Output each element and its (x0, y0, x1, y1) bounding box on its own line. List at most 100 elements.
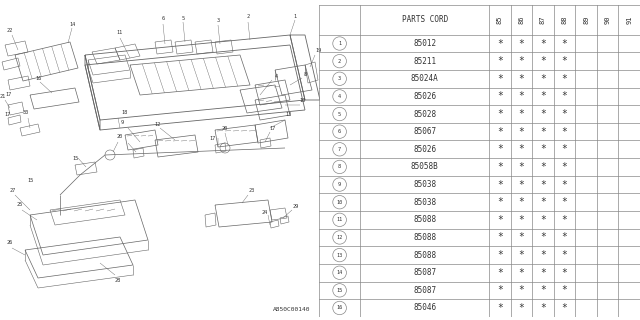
Text: 25: 25 (17, 203, 23, 207)
Text: 16: 16 (337, 306, 343, 310)
Text: 30: 30 (23, 110, 29, 116)
Text: *: * (561, 162, 568, 172)
Text: 7: 7 (338, 147, 341, 152)
Text: 10: 10 (337, 200, 343, 205)
Text: *: * (518, 285, 524, 295)
Text: 1: 1 (338, 41, 341, 46)
Text: 90: 90 (605, 15, 611, 24)
Text: 87: 87 (540, 15, 546, 24)
Text: 85012: 85012 (413, 39, 436, 48)
Text: *: * (518, 215, 524, 225)
Text: 85038: 85038 (413, 180, 436, 189)
Text: 85087: 85087 (413, 268, 436, 277)
Text: 12: 12 (337, 235, 343, 240)
Text: 88: 88 (561, 15, 568, 24)
Text: 14: 14 (69, 21, 75, 27)
Text: *: * (561, 56, 568, 66)
Text: 23: 23 (249, 188, 255, 193)
Text: 11: 11 (337, 217, 343, 222)
Text: *: * (540, 56, 546, 66)
Text: *: * (497, 109, 503, 119)
Text: *: * (497, 180, 503, 189)
Text: *: * (518, 268, 524, 278)
Text: *: * (540, 144, 546, 154)
Text: *: * (497, 56, 503, 66)
Text: 85088: 85088 (413, 251, 436, 260)
Text: *: * (518, 250, 524, 260)
Text: *: * (540, 74, 546, 84)
Text: 27: 27 (10, 188, 16, 193)
Text: *: * (518, 303, 524, 313)
Text: *: * (497, 144, 503, 154)
Text: *: * (561, 144, 568, 154)
Text: 13: 13 (285, 113, 291, 117)
Text: 28: 28 (115, 277, 121, 283)
Text: 2: 2 (246, 14, 250, 20)
Text: 86: 86 (518, 15, 524, 24)
Text: 24: 24 (262, 210, 268, 214)
Text: *: * (540, 215, 546, 225)
Text: 16: 16 (35, 76, 41, 81)
Text: 11: 11 (116, 30, 122, 36)
Text: 12: 12 (154, 122, 160, 126)
Text: 17: 17 (4, 111, 10, 116)
Text: 18: 18 (121, 110, 127, 116)
Text: *: * (518, 127, 524, 137)
Text: 85: 85 (497, 15, 503, 24)
Text: 22: 22 (7, 28, 13, 33)
Text: 85024A: 85024A (411, 74, 438, 83)
Text: *: * (540, 127, 546, 137)
Text: 19: 19 (315, 47, 321, 52)
Text: *: * (561, 127, 568, 137)
Text: *: * (561, 180, 568, 189)
Text: A850C00140: A850C00140 (273, 307, 310, 312)
Text: *: * (518, 197, 524, 207)
Text: 85058B: 85058B (411, 163, 438, 172)
Text: 85211: 85211 (413, 57, 436, 66)
Text: *: * (540, 109, 546, 119)
Text: 6: 6 (161, 17, 164, 21)
Text: 2: 2 (338, 59, 341, 64)
Text: 3: 3 (338, 76, 341, 81)
Text: *: * (497, 268, 503, 278)
Text: 85067: 85067 (413, 127, 436, 136)
Text: *: * (497, 92, 503, 101)
Text: *: * (540, 232, 546, 243)
Text: *: * (518, 180, 524, 189)
Text: *: * (518, 109, 524, 119)
Text: *: * (497, 38, 503, 49)
Text: 15: 15 (337, 288, 343, 293)
Text: *: * (518, 56, 524, 66)
Text: 21: 21 (0, 93, 6, 99)
Text: 9: 9 (338, 182, 341, 187)
Text: *: * (540, 92, 546, 101)
Text: *: * (561, 232, 568, 243)
Text: *: * (561, 92, 568, 101)
Text: *: * (561, 303, 568, 313)
Text: *: * (497, 74, 503, 84)
Text: *: * (518, 38, 524, 49)
Text: *: * (518, 74, 524, 84)
Text: 85046: 85046 (413, 303, 436, 313)
Text: 17: 17 (269, 125, 275, 131)
Text: *: * (518, 92, 524, 101)
Text: *: * (540, 285, 546, 295)
Text: 1: 1 (293, 13, 296, 19)
Text: *: * (497, 215, 503, 225)
Text: 15: 15 (72, 156, 78, 161)
Text: *: * (561, 38, 568, 49)
Text: 9: 9 (120, 119, 124, 124)
Text: PARTS CORD: PARTS CORD (402, 15, 448, 24)
Text: 85026: 85026 (413, 92, 436, 101)
Text: 4: 4 (338, 94, 341, 99)
Text: 15: 15 (27, 178, 33, 182)
Text: *: * (497, 127, 503, 137)
Text: 26: 26 (7, 241, 13, 245)
Text: 85088: 85088 (413, 215, 436, 224)
Text: 10: 10 (299, 98, 305, 102)
Text: 6: 6 (338, 129, 341, 134)
Text: *: * (561, 197, 568, 207)
Text: *: * (518, 144, 524, 154)
Text: 29: 29 (293, 204, 299, 209)
Text: *: * (540, 250, 546, 260)
